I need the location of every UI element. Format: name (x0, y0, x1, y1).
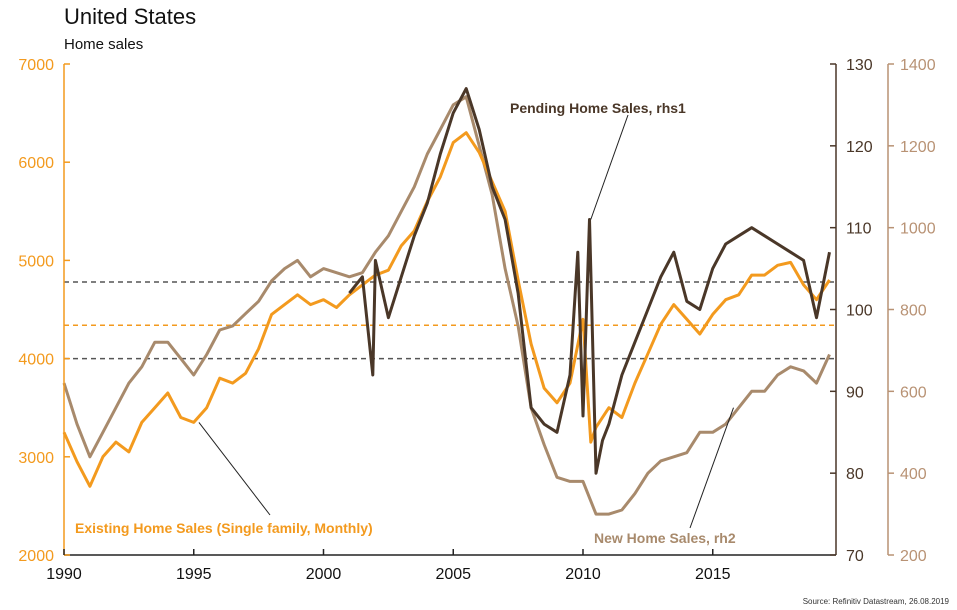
series-line (62, 131, 831, 488)
tick-label: 4000 (18, 352, 54, 369)
reference-lines (64, 281, 836, 360)
tick-label: 800 (900, 303, 927, 320)
series-line (348, 87, 831, 475)
tick-label: 1995 (176, 566, 212, 583)
tick-label: 5000 (18, 253, 54, 270)
tick-label: 110 (846, 221, 872, 238)
tick-label: 6000 (18, 155, 54, 172)
annotation-label: Existing Home Sales (Single family, Mont… (75, 520, 373, 536)
tick-label: 2015 (695, 566, 731, 583)
tick-label: 1990 (46, 566, 82, 583)
tick-label: 2005 (435, 566, 471, 583)
chart-title: United States (64, 4, 197, 29)
tick-label: 2010 (565, 566, 601, 583)
axes: 2000 3000 4000 5000 6000 7000 70 80 90 100 110 120 1… (18, 57, 935, 583)
annotation-label: Pending Home Sales, rhs1 (510, 100, 686, 116)
chart-subtitle: Home sales (64, 36, 144, 53)
tick-label: 1000 (900, 221, 936, 238)
tick-label: 2000 (306, 566, 342, 583)
tick-label: 100 (846, 303, 873, 320)
tick-label: 120 (846, 139, 873, 156)
tick-label: 70 (846, 548, 864, 565)
series-lines (62, 87, 831, 516)
tick-label: 400 (900, 466, 927, 483)
tick-label: 200 (900, 548, 927, 565)
tick-label: 600 (900, 384, 927, 401)
tick-label: 2000 (18, 548, 54, 565)
annotation-label: New Home Sales, rh2 (594, 530, 736, 546)
leader-line (590, 114, 629, 220)
series-line (62, 95, 831, 516)
tick-label: 7000 (18, 57, 54, 74)
tick-label: 1200 (900, 139, 936, 156)
leader-line (689, 407, 734, 529)
source-note: Source: Refinitiv Datastream, 26.08.2019 (802, 597, 949, 606)
tick-label: 3000 (18, 450, 54, 467)
tick-label: 1400 (900, 57, 936, 74)
leader-line (198, 422, 271, 516)
annotations: Pending Home Sales, rhs1 Existing Home Sa… (75, 100, 736, 546)
tick-label: 130 (846, 57, 873, 74)
tick-label: 90 (846, 384, 864, 401)
tick-label: 80 (846, 466, 864, 483)
